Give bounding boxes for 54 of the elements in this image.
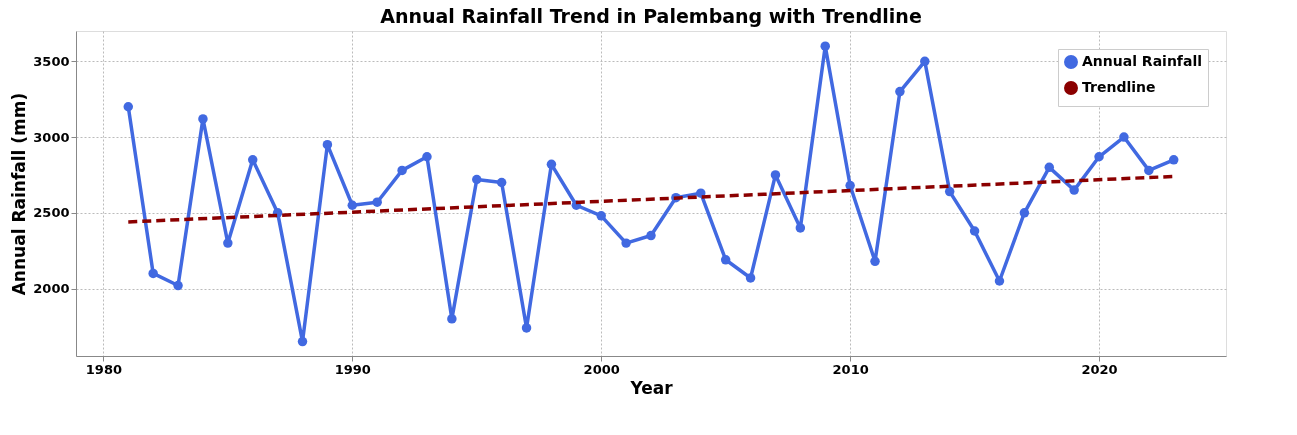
- y-axis-title: Annual Rainfall (mm): [9, 92, 30, 296]
- legend-label: Trendline: [1082, 79, 1156, 95]
- point: [770, 170, 781, 180]
- point: [845, 180, 855, 191]
- x-axis-title: Year: [629, 377, 674, 398]
- point: [944, 186, 955, 197]
- x-tick-label: 1990: [334, 361, 371, 377]
- point: [472, 174, 482, 185]
- point: [1144, 165, 1154, 176]
- point: [895, 86, 905, 97]
- point: [920, 56, 930, 67]
- point: [496, 177, 507, 188]
- point: [123, 102, 134, 112]
- x-tick-label: 2020: [1081, 361, 1118, 377]
- x-tick-label: 2010: [832, 361, 869, 377]
- x-tick-label: 2000: [583, 361, 620, 377]
- point: [696, 188, 706, 198]
- point: [198, 114, 208, 124]
- point: [994, 276, 1005, 286]
- point: [322, 139, 333, 150]
- point: [521, 323, 532, 333]
- x-tick-label: 1980: [85, 361, 122, 377]
- y-tick-label: 2500: [33, 205, 70, 221]
- point: [621, 238, 631, 248]
- point: [372, 197, 382, 207]
- point: [397, 165, 407, 176]
- point: [223, 238, 233, 248]
- chart-title: Annual Rainfall Trend in Palembang with Trendline: [380, 5, 922, 27]
- point: [247, 155, 258, 165]
- point: [745, 273, 756, 283]
- y-tick-label: 3000: [33, 129, 70, 145]
- point: [820, 41, 830, 51]
- point: [1094, 152, 1104, 162]
- point: [1044, 162, 1055, 173]
- point: [870, 256, 880, 267]
- point: [447, 314, 457, 324]
- point: [422, 152, 432, 162]
- point: [347, 200, 358, 210]
- point: [173, 280, 183, 291]
- point: [596, 211, 606, 221]
- point: [795, 223, 806, 233]
- point: [969, 226, 980, 236]
- point: [546, 159, 557, 170]
- point: [720, 255, 731, 265]
- point: [1119, 132, 1129, 142]
- point: [297, 336, 308, 347]
- legend-label: Annual Rainfall: [1082, 53, 1202, 69]
- point: [1069, 185, 1079, 195]
- y-tick-label: 3500: [33, 53, 70, 69]
- point: [646, 230, 656, 241]
- y-tick-label: 2000: [33, 281, 70, 297]
- point: [1019, 208, 1030, 218]
- point: [148, 268, 158, 279]
- point: [1168, 155, 1179, 165]
